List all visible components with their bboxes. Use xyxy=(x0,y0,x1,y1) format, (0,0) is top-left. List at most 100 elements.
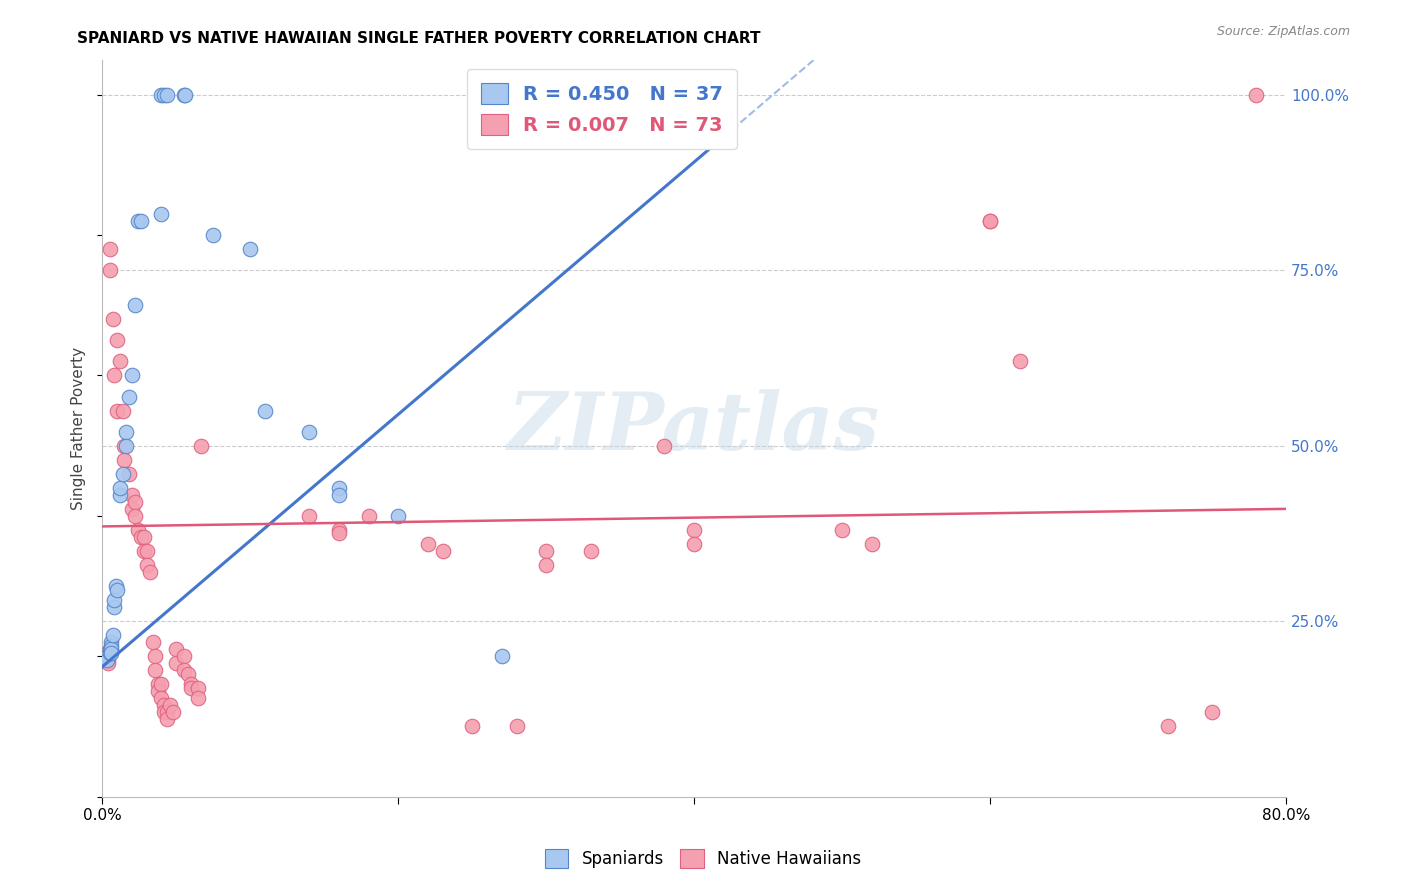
Point xyxy=(187,681,209,695)
Point xyxy=(153,87,176,102)
Point xyxy=(1008,354,1031,368)
Point xyxy=(387,508,409,523)
Point xyxy=(461,719,484,733)
Legend: R = 0.450   N = 37, R = 0.007   N = 73: R = 0.450 N = 37, R = 0.007 N = 73 xyxy=(467,70,737,149)
Point xyxy=(97,649,120,664)
Point xyxy=(159,698,181,713)
Point xyxy=(97,653,120,667)
Point xyxy=(156,87,179,102)
Point xyxy=(654,439,676,453)
Y-axis label: Single Father Poverty: Single Father Poverty xyxy=(72,347,86,509)
Point xyxy=(97,657,120,671)
Point xyxy=(505,719,527,733)
Point xyxy=(135,558,157,572)
Point xyxy=(150,677,173,691)
Point xyxy=(979,214,1001,228)
Point xyxy=(96,646,118,660)
Point xyxy=(202,228,225,243)
Point xyxy=(112,452,135,467)
Point xyxy=(491,649,513,664)
Point xyxy=(165,642,187,657)
Point xyxy=(98,646,121,660)
Point xyxy=(100,639,122,653)
Point xyxy=(103,600,125,615)
Point xyxy=(173,663,195,677)
Point xyxy=(141,635,163,649)
Point xyxy=(416,537,439,551)
Point xyxy=(108,481,131,495)
Point xyxy=(124,508,146,523)
Point xyxy=(129,530,152,544)
Point xyxy=(118,390,141,404)
Point xyxy=(121,501,143,516)
Point xyxy=(174,87,197,102)
Point xyxy=(129,214,152,228)
Point xyxy=(118,467,141,481)
Point xyxy=(148,684,170,698)
Point xyxy=(124,495,146,509)
Point xyxy=(132,544,155,558)
Point xyxy=(180,681,202,695)
Point xyxy=(328,488,350,502)
Point xyxy=(432,544,454,558)
Point xyxy=(111,467,134,481)
Point xyxy=(328,481,350,495)
Point xyxy=(124,298,146,312)
Point xyxy=(150,207,173,221)
Text: Source: ZipAtlas.com: Source: ZipAtlas.com xyxy=(1216,25,1350,38)
Point xyxy=(103,368,125,383)
Point xyxy=(105,403,128,417)
Point xyxy=(298,425,321,439)
Point xyxy=(148,677,170,691)
Point xyxy=(153,698,176,713)
Point xyxy=(831,523,853,537)
Point xyxy=(96,653,118,667)
Point xyxy=(150,691,173,706)
Point xyxy=(121,488,143,502)
Point xyxy=(101,628,124,642)
Point xyxy=(153,706,176,720)
Point xyxy=(98,642,121,657)
Point xyxy=(165,657,187,671)
Point xyxy=(103,593,125,607)
Point xyxy=(150,87,173,102)
Point xyxy=(979,214,1001,228)
Point xyxy=(100,646,122,660)
Point xyxy=(180,677,202,691)
Point xyxy=(534,558,557,572)
Point xyxy=(328,523,350,537)
Point xyxy=(105,334,128,348)
Point xyxy=(328,526,350,541)
Point xyxy=(100,635,122,649)
Point xyxy=(145,663,167,677)
Point xyxy=(108,354,131,368)
Point xyxy=(683,537,706,551)
Legend: Spaniards, Native Hawaiians: Spaniards, Native Hawaiians xyxy=(538,843,868,875)
Point xyxy=(156,713,179,727)
Point xyxy=(534,544,557,558)
Point xyxy=(96,653,118,667)
Point xyxy=(860,537,883,551)
Point xyxy=(187,691,209,706)
Point xyxy=(98,263,121,277)
Point xyxy=(156,706,179,720)
Point xyxy=(112,439,135,453)
Point xyxy=(121,368,143,383)
Text: ZIPatlas: ZIPatlas xyxy=(508,390,880,467)
Point xyxy=(357,508,380,523)
Text: SPANIARD VS NATIVE HAWAIIAN SINGLE FATHER POVERTY CORRELATION CHART: SPANIARD VS NATIVE HAWAIIAN SINGLE FATHE… xyxy=(77,31,761,46)
Point xyxy=(138,565,160,579)
Point xyxy=(127,214,149,228)
Point xyxy=(145,649,167,664)
Point xyxy=(111,403,134,417)
Point xyxy=(115,425,138,439)
Point xyxy=(98,242,121,256)
Point xyxy=(253,403,276,417)
Point xyxy=(115,439,138,453)
Point xyxy=(96,649,118,664)
Point xyxy=(96,649,118,664)
Point xyxy=(105,582,128,597)
Point xyxy=(298,508,321,523)
Point xyxy=(162,706,184,720)
Point xyxy=(190,439,212,453)
